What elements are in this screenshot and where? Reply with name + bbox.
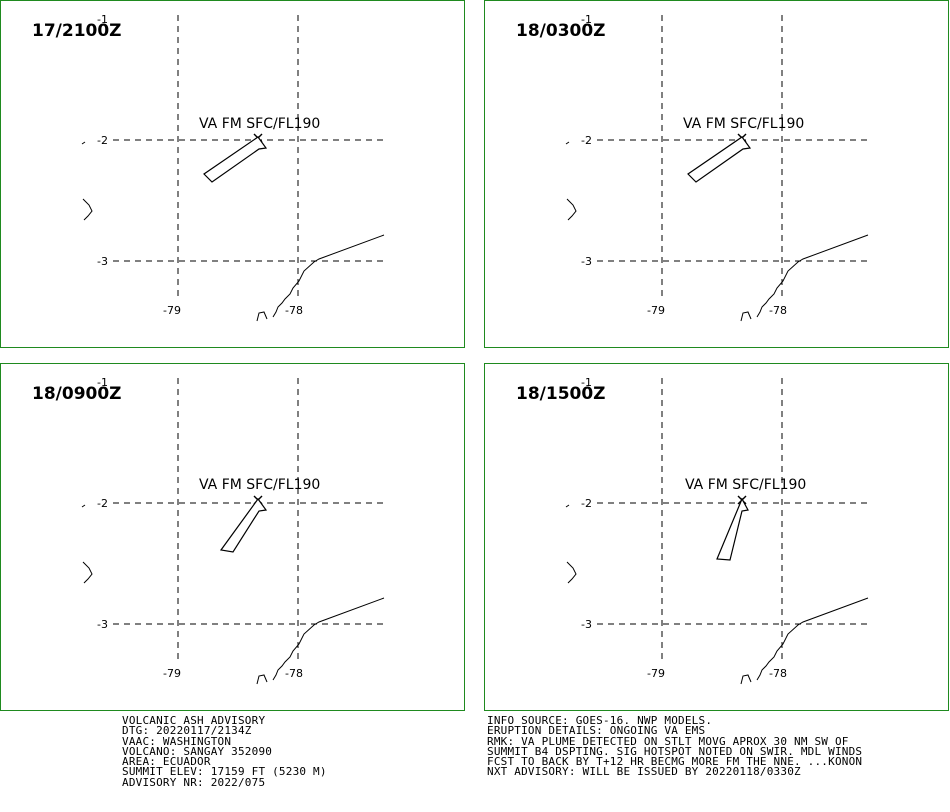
advisory-line: DTG: 20220117/2134Z [122, 724, 252, 738]
lat-label: -1 [581, 376, 592, 389]
lon-label: -79 [647, 667, 665, 680]
advisory-line: SUMMIT ELEV: 17159 FT (5230 M) [122, 765, 327, 779]
lon-label: -78 [285, 304, 303, 317]
advisory-line: SUMMIT B4 DSPTING. SIG HOTSPOT NOTED ON … [487, 744, 863, 758]
va-label: VA FM SFC/FL190 [199, 116, 320, 132]
advisory-line: FCST TO BACK BY T+12 HR BECMG MORE FM TH… [487, 755, 863, 769]
panel-time: 18/0300Z [516, 21, 606, 41]
lon-label: -79 [163, 304, 181, 317]
coastline-fragment [82, 198, 93, 221]
advisory-line: NXT ADVISORY: WILL BE ISSUED BY 20220118… [487, 765, 801, 779]
va-label: VA FM SFC/FL190 [685, 477, 806, 493]
lat-label: -2 [97, 134, 108, 147]
map-canvas-2: -1 -2 -3 -79 -78 18/0300Z VA FM SFC/FL19… [516, 13, 869, 322]
lat-label: -1 [97, 376, 108, 389]
map-canvas-3: -1 -2 -3 -79 -78 18/0900Z VA FM SFC/FL19… [32, 376, 385, 685]
lat-label: -3 [581, 618, 592, 631]
map-canvas-1: -1 -2 -3 -79 -78 17/2100Z VA FM SFC/FL19… [32, 13, 385, 322]
panel-time: 18/1500Z [516, 384, 606, 404]
lon-label: -79 [647, 304, 665, 317]
lon-label: -78 [769, 667, 787, 680]
advisory-header-block: VOLCANIC ASH ADVISORY DTG: 20220117/2134… [122, 714, 327, 789]
lon-label: -79 [163, 667, 181, 680]
lat-label: -3 [97, 255, 108, 268]
advisory-line: AREA: ECUADOR [122, 755, 211, 769]
lat-label: -2 [97, 497, 108, 510]
lon-label: -78 [285, 667, 303, 680]
advisory-line: RMK: VA PLUME DETECTED ON STLT MOVG APRO… [487, 734, 849, 748]
coastline-fragment [82, 561, 93, 584]
map-panel-2: -1 -2 -3 -79 -78 18/0300Z VA FM SFC/FL19… [484, 0, 949, 348]
va-label: VA FM SFC/FL190 [683, 116, 804, 132]
coastline-fragment [81, 141, 86, 145]
ash-plume-polygon [716, 497, 749, 561]
coastline-fragment [740, 674, 752, 685]
advisory-line: VOLCANIC ASH ADVISORY [122, 714, 266, 727]
lat-label: -2 [581, 134, 592, 147]
lat-label: -3 [581, 255, 592, 268]
ash-plume-polygon [687, 136, 752, 183]
lat-label: -2 [581, 497, 592, 510]
map-panel-4: -1 -2 -3 -79 -78 18/1500Z VA FM SFC/FL19… [484, 363, 949, 711]
coastline-fragment [565, 141, 570, 145]
coastline [272, 597, 385, 681]
map-panel-3: -1 -2 -3 -79 -78 18/0900Z VA FM SFC/FL19… [0, 363, 465, 711]
coastline-fragment [566, 198, 577, 221]
advisory-line: VAAC: WASHINGTON [122, 734, 232, 748]
lat-label: -1 [581, 13, 592, 26]
coastline-fragment [256, 311, 268, 322]
coastline [756, 597, 869, 681]
ash-plume-polygon [219, 497, 268, 553]
ash-plume-polygon [203, 136, 268, 183]
advisory-line: ERUPTION DETAILS: ONGOING VA EMS [487, 724, 706, 738]
coastline-fragment [566, 561, 577, 584]
advisory-line: ADVISORY NR: 2022/075 [122, 775, 266, 789]
advisory-line: VOLCANO: SANGAY 352090 [122, 744, 273, 758]
panel-time: 18/0900Z [32, 384, 122, 404]
coastline-fragment [740, 311, 752, 322]
lon-label: -78 [769, 304, 787, 317]
coastline-fragment [565, 504, 570, 508]
panel-time: 17/2100Z [32, 21, 122, 41]
coastline-fragment [81, 504, 86, 508]
coastline [756, 234, 869, 318]
advisory-line: INFO SOURCE: GOES-16. NWP MODELS. [487, 714, 713, 727]
lat-label: -1 [97, 13, 108, 26]
lat-label: -3 [97, 618, 108, 631]
map-panel-1: -1 -2 -3 -79 -78 17/2100Z VA FM SFC/FL19… [0, 0, 465, 348]
coastline-fragment [256, 674, 268, 685]
advisory-remarks-block: INFO SOURCE: GOES-16. NWP MODELS. ERUPTI… [487, 714, 863, 779]
map-canvas-4: -1 -2 -3 -79 -78 18/1500Z VA FM SFC/FL19… [516, 376, 869, 685]
va-label: VA FM SFC/FL190 [199, 477, 320, 493]
coastline [272, 234, 385, 318]
